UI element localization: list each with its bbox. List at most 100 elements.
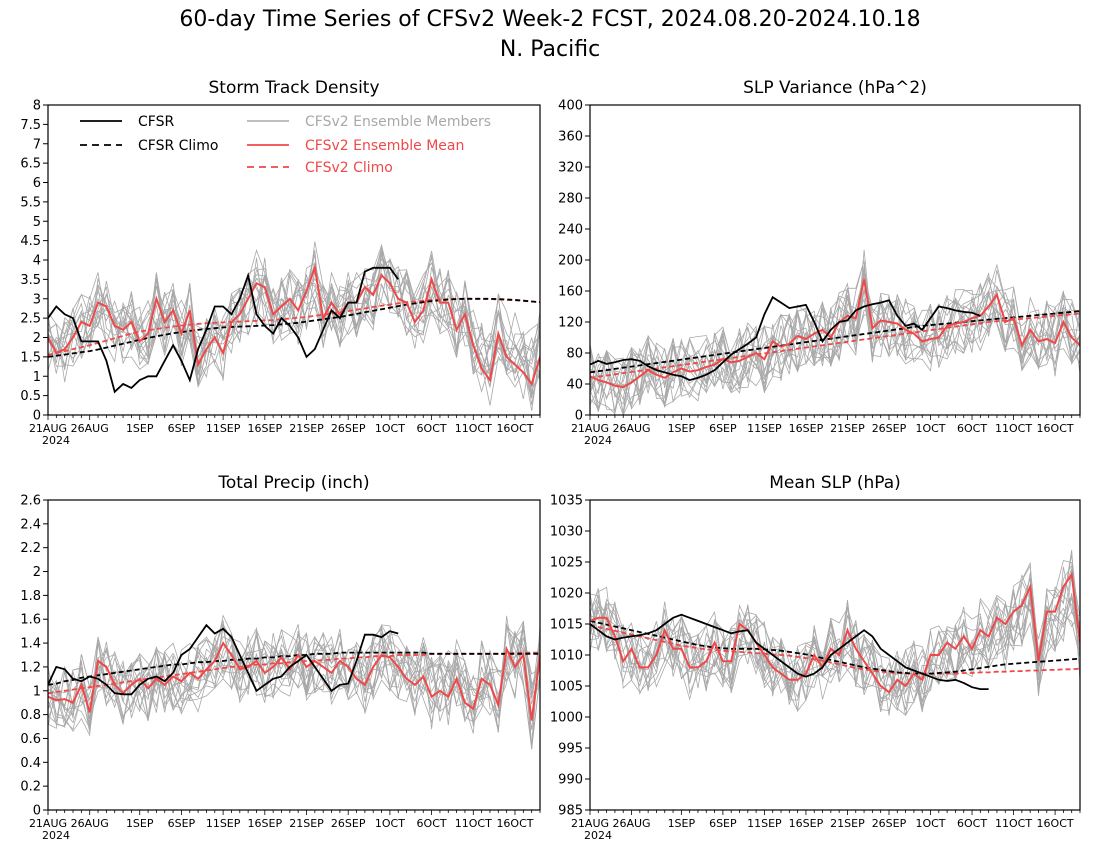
panels: Storm Track Density 0 0.5 1 1.5 2 2.5 3 3.5 4 4.5 5… [20,78,1081,842]
y-tick-label: 1.4 [20,637,41,652]
x-tick-label: 16SEP [248,422,283,435]
y-tick-label: 1.5 [20,350,41,365]
legend-cfsr-label: CFSR [138,114,174,130]
x-tick-label: 26AUG [612,422,650,435]
x-year-label: 2024 [42,434,70,447]
y-tick-label: 0.2 [20,780,41,795]
y-tick-label: 200 [558,254,583,269]
x-tick-label: 21SEP [830,817,865,830]
y-tick-label: 2 [33,565,41,580]
x-tick-label: 1OCT [375,817,405,830]
cfsr-line [590,295,981,382]
x-tick-label: 1OCT [915,817,945,830]
legend-cfsv2-climo-label: CFSv2 Climo [305,160,393,176]
y-tick-label: 1005 [550,680,583,695]
y-tick-label: 1 [33,370,41,385]
cfsv2-climo-line [48,297,540,356]
x-tick-label: 11SEP [206,817,241,830]
plot-area [48,614,540,750]
ensemble-member-line [48,631,540,750]
y-tick-label: 280 [558,192,583,207]
x-tick-label: 16SEP [248,817,283,830]
panel-title: Mean SLP (hPa) [769,473,901,493]
figure-title: 60-day Time Series of CFSv2 Week-2 FCST,… [179,7,920,32]
x-tick-label: 21SEP [289,422,324,435]
panel-title: Total Precip (inch) [217,473,369,493]
y-tick-label: 1.2 [20,660,41,675]
y-tick-label: 0.5 [20,389,41,404]
panel-slp-variance-hpa-2: SLP Variance (hPa^2) 0 40 80 120 160 200 240 280… [558,78,1081,447]
x-tick-label: 26SEP [331,422,366,435]
x-tick-label: 6SEP [709,422,737,435]
x-tick-label: 1OCT [915,422,945,435]
x-tick-label: 11OCT [995,817,1032,830]
y-tick-label: 1025 [550,556,583,571]
x-tick-label: 6SEP [168,422,196,435]
legend-mean-label: CFSv2 Ensemble Mean [305,138,464,154]
y-tick-label: 2 [33,331,41,346]
x-tick-label: 26AUG [71,422,109,435]
y-tick-label: 2.5 [20,312,41,327]
cfsr-climo-line [590,310,1080,374]
cfsr-climo-line [590,620,1080,675]
cfsr-climo-line [48,651,540,686]
panel-title: SLP Variance (hPa^2) [743,78,927,98]
x-tick-label: 11OCT [455,422,492,435]
x-tick-label: 26SEP [872,817,907,830]
y-tick-label: 1030 [550,525,583,540]
plot-frame [47,499,541,811]
y-tick-label: 0.6 [20,732,41,747]
x-tick-label: 26AUG [71,817,109,830]
ensemble-mean-line [590,571,1080,694]
x-tick-label: 16OCT [496,817,533,830]
y-tick-label: 2.2 [20,541,41,556]
x-tick-label: 16OCT [1037,422,1074,435]
ensemble-member-line [48,620,540,746]
legend: CFSR CFSR Climo CFSv2 Ensemble Members C… [80,114,491,176]
y-tick-label: 1010 [550,649,583,664]
plot-area [590,549,1080,716]
x-tick-label: 1OCT [375,422,405,435]
x-tick-label: 16SEP [789,422,824,435]
x-year-label: 2024 [584,829,612,842]
x-tick-label: 6OCT [957,422,987,435]
x-tick-label: 11SEP [747,817,782,830]
x-tick-label: 6OCT [417,422,447,435]
y-tick-label: 1020 [550,587,583,602]
ensemble-mean-line [48,641,540,721]
x-tick-label: 16OCT [1037,817,1074,830]
y-tick-label: 1.8 [20,589,41,604]
y-tick-label: 2.6 [20,494,41,509]
y-tick-label: 120 [558,316,583,331]
x-tick-label: 6OCT [957,817,987,830]
y-tick-label: 0 [33,409,41,424]
x-tick-label: 11OCT [995,422,1032,435]
x-tick-label: 21AUG [29,422,67,435]
y-tick-label: 80 [566,347,583,362]
y-tick-label: 4 [33,254,41,269]
cfsr-climo-line [48,297,540,358]
y-tick-label: 5.5 [20,195,41,210]
y-tick-label: 6.5 [20,157,41,172]
x-tick-label: 26SEP [331,817,366,830]
y-tick-label: 320 [558,161,583,176]
y-tick-label: 0 [575,409,583,424]
ensemble-member-line [48,629,540,719]
ensemble-member-line [590,276,1080,411]
y-tick-label: 6 [33,176,41,191]
ensemble-member-line [590,597,1080,712]
x-tick-label: 11SEP [747,422,782,435]
legend-cfsr-climo-label: CFSR Climo [138,138,218,154]
x-tick-label: 6OCT [417,817,447,830]
y-tick-label: 4.5 [20,234,41,249]
y-tick-label: 360 [558,130,583,145]
cfsr-line [48,623,399,696]
x-tick-label: 1SEP [668,422,696,435]
x-tick-label: 21SEP [830,422,865,435]
x-tick-label: 21SEP [289,817,324,830]
cfsr-line [590,613,989,690]
panel-title: Storm Track Density [208,78,379,98]
y-tick-label: 3.5 [20,273,41,288]
ensemble-member-line [48,625,540,750]
